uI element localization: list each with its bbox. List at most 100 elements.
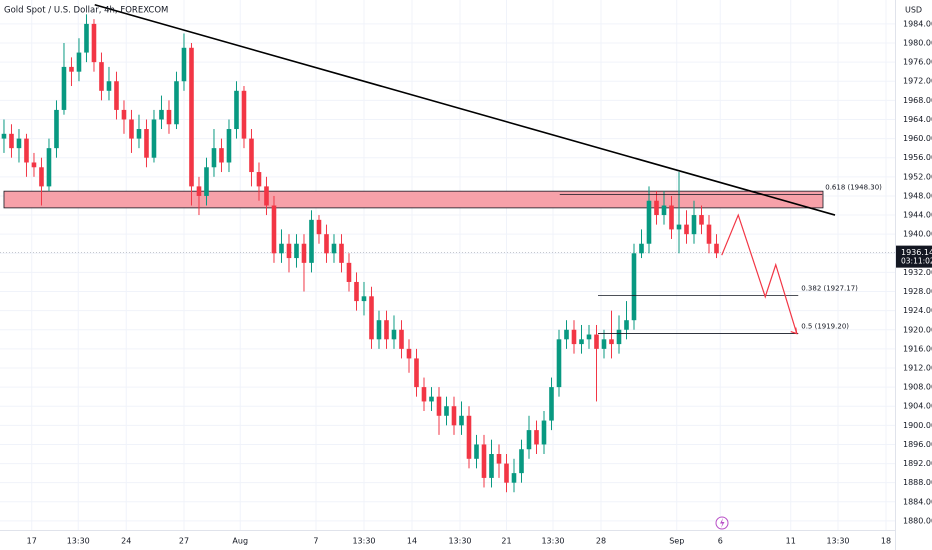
candle-body [384,320,389,340]
y-tick-label: 1888.00 [903,478,932,487]
candle-body [99,62,104,91]
fib-label: 0.382 (1927.17) [801,284,858,292]
candle-body [474,444,479,459]
candle-body [714,243,719,254]
candle-body [391,329,397,340]
candle-body [84,23,89,53]
x-tick-label: 13:30 [448,537,471,546]
candle-body [301,243,307,263]
y-tick-label: 1948.00 [903,191,932,200]
candle-body [421,387,427,402]
candle-body [639,243,644,254]
y-tick-label: 1944.00 [903,211,932,220]
candle-body [616,329,622,345]
candle-body [294,243,299,259]
candle-body [631,253,637,321]
candle-body [211,148,217,168]
y-tick-label: 1940.00 [903,230,932,239]
candle-body [234,90,239,130]
y-tick-label: 1896.00 [903,440,932,449]
y-tick-label: 1976.00 [903,58,932,67]
x-tick-label: 7 [313,537,318,546]
last-price-label: 1936.14 [901,248,932,257]
candle-body [76,52,82,72]
candle-body [466,415,472,459]
y-tick-label: 1928.00 [903,287,932,296]
candle-body [691,215,697,235]
candle-body [496,454,502,464]
candle-body [436,396,442,416]
x-tick-label: 21 [501,537,511,546]
plot: 0.618 (1948.30) 0.382 (1927.17) 0.5 (1919.… [0,4,895,493]
candle-body [189,47,194,187]
projection-arrowhead [790,327,798,335]
candle-body [249,138,254,173]
fib-label: 0.5 (1919.20) [801,323,849,331]
x-tick-label: 13:30 [352,537,375,546]
projection-path [721,213,798,334]
candle-body [661,205,667,216]
candle-body [54,109,59,149]
y-tick-label: 1904.00 [903,402,932,411]
candle-body [684,224,689,235]
candle-body [504,463,509,483]
candle-body [331,243,337,254]
candle-body [526,430,532,450]
candle-body [24,138,29,163]
candle-body [324,234,329,254]
candle-body [451,406,457,426]
candle-body [91,23,97,63]
candle-body [196,186,202,196]
candle-body [594,334,599,349]
candle-body [549,387,554,421]
candle-body [271,205,277,254]
candle-body [624,320,629,330]
candle-body [699,215,704,225]
candle-body [316,219,322,235]
candle-body [279,243,284,254]
candle-body [399,329,404,349]
fib-label: 0.618 (1948.30) [825,184,882,192]
candle-body [669,205,674,230]
candle-body [9,133,14,149]
y-tick-label: 1984.00 [903,19,932,28]
candle-body [444,406,449,416]
x-tick-label: 14 [407,537,417,546]
candle-body [106,81,112,91]
x-tick-label: 18 [881,537,891,546]
candle-body [114,81,119,110]
candle-body [429,396,434,402]
y-tick-label: 1912.00 [903,363,932,372]
candle-body [46,148,52,187]
trendline [94,4,836,216]
y-tick-label: 1960.00 [903,134,932,143]
candle-body [571,329,577,345]
candle-body [586,334,592,340]
candle-body [481,444,487,478]
x-tick-label: 24 [121,537,131,546]
x-tick-label: Sep [669,537,684,546]
candle-body [654,200,659,216]
y-tick-label: 1980.00 [903,39,932,48]
y-tick-label: 1892.00 [903,459,932,468]
candle-body [361,296,367,302]
y-tick-label: 1920.00 [903,325,932,334]
candle-body [354,281,359,302]
candle-body [309,219,314,263]
candle-body [264,186,269,206]
candle-body [459,415,464,426]
candle-body [376,320,382,340]
y-tick-label: 1924.00 [903,306,932,315]
y-tick-label: 1884.00 [903,497,932,506]
y-tick-label: 1972.00 [903,77,932,86]
y-tick-label: 1916.00 [903,344,932,353]
x-tick-label: Aug [232,537,248,546]
y-tick-label: 1932.00 [903,268,932,277]
candle-body [406,348,412,359]
candle-body [609,339,614,345]
candle-body [39,167,44,187]
x-tick-label: 27 [179,537,189,546]
candle-body [414,358,419,388]
candle-body [174,81,179,125]
candle-body [511,473,517,483]
